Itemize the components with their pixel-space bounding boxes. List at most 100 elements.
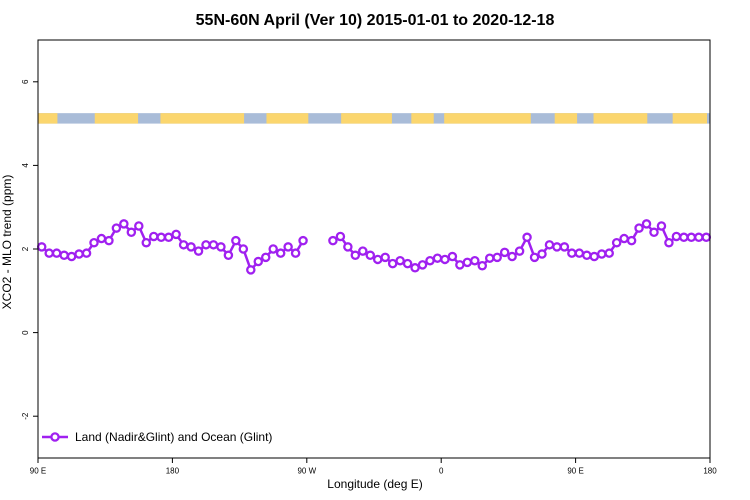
data-point bbox=[649, 227, 659, 238]
chart-title: 55N-60N April (Ver 10) 2015-01-01 to 202… bbox=[196, 12, 555, 29]
data-point bbox=[246, 265, 256, 275]
legend: Land (Nadir&Glint) and Ocean (Glint) bbox=[42, 430, 272, 444]
x-tick-label: 180 bbox=[703, 467, 717, 476]
data-point bbox=[582, 250, 592, 261]
x-tick-label: 0 bbox=[439, 467, 444, 476]
data-point bbox=[611, 237, 622, 248]
data-point bbox=[529, 252, 540, 263]
x-axis-label: Longitude (deg E) bbox=[327, 477, 422, 491]
data-point bbox=[477, 260, 488, 271]
data-point bbox=[81, 248, 92, 258]
land-band-segment bbox=[38, 113, 58, 124]
data-point bbox=[619, 233, 629, 244]
data-point bbox=[343, 242, 353, 252]
data-point bbox=[402, 258, 413, 269]
data-point bbox=[604, 248, 614, 258]
data-point bbox=[365, 250, 376, 261]
data-point bbox=[216, 242, 226, 252]
legend-marker bbox=[50, 432, 60, 442]
data-point bbox=[201, 240, 211, 250]
data-point bbox=[178, 240, 189, 250]
land-band-segment bbox=[94, 113, 139, 124]
y-axis-label: XCO2 - MLO trend (ppm) bbox=[0, 175, 14, 310]
land-band-segment bbox=[160, 113, 245, 124]
data-point bbox=[231, 235, 241, 246]
data-point bbox=[335, 231, 346, 242]
data-point bbox=[141, 237, 152, 248]
land-band-segment bbox=[341, 113, 392, 124]
data-point bbox=[410, 263, 420, 273]
data-point bbox=[395, 255, 405, 266]
legend-label: Land (Nadir&Glint) and Ocean (Glint) bbox=[75, 430, 272, 444]
data-point bbox=[350, 250, 361, 261]
data-point bbox=[119, 219, 129, 229]
data-point bbox=[238, 244, 249, 254]
data-point bbox=[387, 258, 398, 269]
land-band-segment bbox=[554, 113, 578, 124]
data-point bbox=[208, 240, 219, 250]
data-point bbox=[552, 242, 562, 252]
y-axis: -2 0 2 4 6 bbox=[21, 79, 38, 420]
y-tick-label: -2 bbox=[21, 412, 30, 420]
data-point bbox=[432, 253, 443, 263]
data-point bbox=[664, 237, 674, 248]
data-point bbox=[358, 246, 368, 256]
data-point bbox=[59, 250, 69, 261]
data-point bbox=[134, 221, 144, 231]
data-point bbox=[253, 256, 264, 267]
data-point bbox=[372, 254, 383, 265]
data-point bbox=[186, 242, 196, 252]
series-layer bbox=[36, 219, 712, 275]
data-point bbox=[44, 248, 54, 258]
data-point bbox=[275, 248, 286, 258]
data-point bbox=[656, 221, 667, 231]
x-tick-label: 90 W bbox=[297, 467, 316, 476]
data-point bbox=[455, 260, 465, 270]
data-point bbox=[74, 249, 84, 259]
data-point bbox=[507, 251, 517, 262]
land-band-segment bbox=[593, 113, 648, 124]
y-tick-label: 4 bbox=[21, 163, 30, 168]
data-point bbox=[470, 255, 480, 266]
data-point bbox=[380, 252, 390, 263]
data-point bbox=[686, 232, 697, 243]
data-point bbox=[679, 232, 689, 243]
data-point bbox=[298, 235, 308, 246]
data-point bbox=[567, 248, 577, 258]
data-point bbox=[96, 233, 107, 244]
land-band-segment bbox=[444, 113, 531, 124]
data-point bbox=[260, 252, 271, 263]
x-tick-label: 90 E bbox=[567, 467, 583, 476]
data-point bbox=[462, 257, 473, 268]
y-tick-label: 6 bbox=[21, 79, 30, 84]
data-point bbox=[89, 237, 99, 248]
plot-area bbox=[36, 39, 712, 459]
data-point bbox=[492, 252, 502, 263]
data-point bbox=[328, 235, 338, 246]
land-ocean-band bbox=[38, 113, 710, 124]
y-tick-label: 2 bbox=[21, 246, 30, 251]
data-point bbox=[499, 247, 510, 258]
data-point bbox=[66, 251, 77, 262]
data-point bbox=[171, 229, 181, 240]
data-point bbox=[522, 232, 532, 243]
data-point bbox=[111, 223, 122, 233]
data-point bbox=[283, 242, 293, 252]
data-point bbox=[626, 235, 637, 246]
data-point bbox=[671, 231, 682, 242]
data-point bbox=[36, 242, 47, 252]
land-band-segment bbox=[266, 113, 309, 124]
data-point bbox=[447, 251, 458, 262]
data-point bbox=[126, 227, 137, 238]
data-point bbox=[694, 232, 704, 243]
x-axis: 90 E 180 90 W 0 90 E 180 bbox=[30, 458, 717, 476]
data-point bbox=[417, 260, 428, 270]
data-point bbox=[574, 248, 585, 258]
data-point bbox=[559, 242, 570, 252]
data-point bbox=[104, 235, 114, 246]
data-point bbox=[440, 254, 450, 265]
land-band-segment bbox=[411, 113, 434, 124]
data-point bbox=[701, 232, 712, 243]
data-point bbox=[425, 255, 435, 266]
